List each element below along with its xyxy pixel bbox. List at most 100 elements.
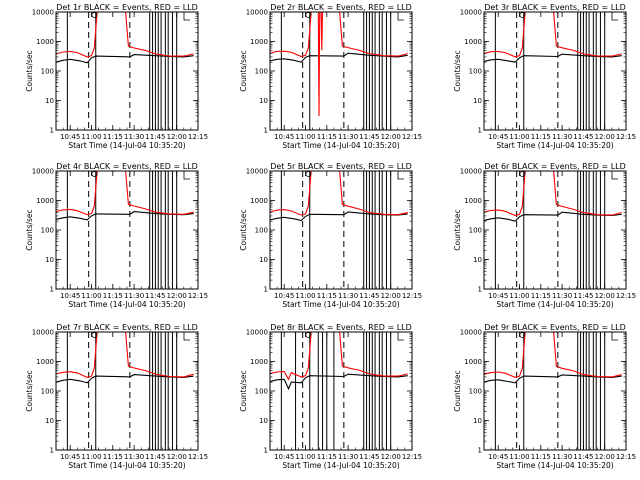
series-line-lld [484,171,622,217]
y-tick-label: 10 [259,256,268,264]
y-tick-label: 1 [478,447,482,455]
y-axis-label: Counts/sec [25,370,34,411]
corner-bracket [183,12,190,21]
corner-bracket [611,171,618,180]
panel-title: Det 7r BLACK = Events, RED = LLD [56,323,198,332]
y-tick-label: 1 [264,286,268,294]
panel-title: Det 9r BLACK = Events, RED = LLD [484,323,626,332]
x-axis-label: Start Time (14-Jul-04 10:35:20) [282,461,399,470]
x-tick-label: 12:15 [616,133,636,141]
x-tick-label: 11:00 [295,292,315,300]
detector-panel: Det 4r BLACK = Events, RED = LLD 1 10 100 10… [25,162,208,309]
y-tick-label: 10000 [460,9,482,17]
y-axis-label: Counts/sec [239,370,248,411]
x-tick-label: 11:00 [81,133,101,141]
y-tick-label: 1 [478,286,482,294]
event-markers [494,332,606,450]
panel-title: Det 2r BLACK = Events, RED = LLD [270,3,412,12]
x-tick-label: 10:45 [60,292,80,300]
event-markers [280,332,392,450]
x-tick-label: 12:00 [595,292,615,300]
x-tick-label: 12:00 [167,292,187,300]
x-tick-label: 11:45 [359,453,379,461]
x-tick-label: 12:00 [167,133,187,141]
x-tick-label: 11:15 [531,133,551,141]
x-tick-label: 12:15 [188,453,208,461]
x-tick-label: 10:45 [488,133,508,141]
x-tick-label: 12:00 [381,133,401,141]
x-axis-label: Start Time (14-Jul-04 10:35:20) [496,141,613,150]
x-tick-label: 12:00 [595,133,615,141]
series-line-events [484,53,622,63]
corner-bracket [183,332,190,341]
y-tick-label: 1000 [36,38,54,46]
x-tick-label: 11:15 [317,133,337,141]
y-tick-label: 10000 [246,168,268,176]
corner-bracket [397,171,404,180]
y-tick-label: 100 [255,68,268,76]
x-tick-label: 11:00 [81,292,101,300]
x-tick-label: 11:00 [509,292,529,300]
y-tick-label: 1000 [250,197,268,205]
y-axis-label: Counts/sec [453,50,462,91]
x-tick-label: 11:30 [552,453,572,461]
x-tick-label: 11:15 [317,292,337,300]
y-tick-label: 1 [264,127,268,135]
x-tick-label: 11:45 [573,453,593,461]
y-axis-label: Counts/sec [453,370,462,411]
y-tick-label: 100 [469,388,482,396]
panel-title: Det 6r BLACK = Events, RED = LLD [484,162,626,171]
x-tick-label: 11:15 [531,453,551,461]
series-line-events [270,211,408,222]
x-axis-label: Start Time (14-Jul-04 10:35:20) [282,141,399,150]
y-axis-label: Counts/sec [239,209,248,250]
y-tick-label: 1000 [36,358,54,366]
y-tick-label: 100 [469,227,482,235]
x-tick-label: 11:45 [573,292,593,300]
x-tick-label: 12:15 [616,292,636,300]
event-markers [494,171,606,289]
x-tick-label: 11:15 [531,292,551,300]
y-tick-label: 10 [259,97,268,105]
detector-panel: Det 2r BLACK = Events, RED = LLD 1 10 100 10… [239,3,422,150]
x-tick-label: 12:00 [167,453,187,461]
y-tick-label: 10 [259,417,268,425]
x-tick-label: 11:45 [145,453,165,461]
series-line-lld [56,171,194,216]
x-tick-label: 12:15 [188,292,208,300]
x-tick-label: 12:15 [402,292,422,300]
x-tick-label: 11:30 [338,133,358,141]
y-tick-label: 100 [255,227,268,235]
x-tick-label: 12:15 [616,453,636,461]
x-tick-label: 11:30 [552,133,572,141]
x-tick-label: 11:30 [124,453,144,461]
corner-bracket [611,12,618,21]
x-axis-label: Start Time (14-Jul-04 10:35:20) [282,300,399,309]
event-markers [66,332,178,450]
x-tick-label: 10:45 [488,453,508,461]
x-tick-label: 11:00 [509,453,529,461]
y-tick-label: 10 [473,97,482,105]
x-tick-label: 11:30 [124,292,144,300]
y-axis-label: Counts/sec [25,209,34,250]
x-tick-label: 12:00 [595,453,615,461]
panel-title: Det 8r BLACK = Events, RED = LLD [270,323,412,332]
x-tick-label: 11:00 [295,453,315,461]
y-tick-label: 1000 [36,197,54,205]
y-tick-label: 10 [45,97,54,105]
y-axis-label: Counts/sec [25,50,34,91]
corner-bracket [397,12,404,21]
series-line-events [270,52,408,63]
y-tick-label: 10000 [246,329,268,337]
x-tick-label: 10:45 [274,292,294,300]
series-line-events [56,374,194,384]
x-axis-label: Start Time (14-Jul-04 10:35:20) [496,461,613,470]
panel-title: Det 5r BLACK = Events, RED = LLD [270,162,412,171]
y-tick-label: 100 [41,227,54,235]
x-tick-label: 11:45 [145,133,165,141]
panel-title: Det 1r BLACK = Events, RED = LLD [56,3,198,12]
y-tick-label: 1 [50,447,54,455]
detector-panel: Det 8r BLACK = Events, RED = LLD 1 10 100 10… [239,323,422,470]
y-tick-label: 1 [50,286,54,294]
x-tick-label: 12:00 [381,292,401,300]
